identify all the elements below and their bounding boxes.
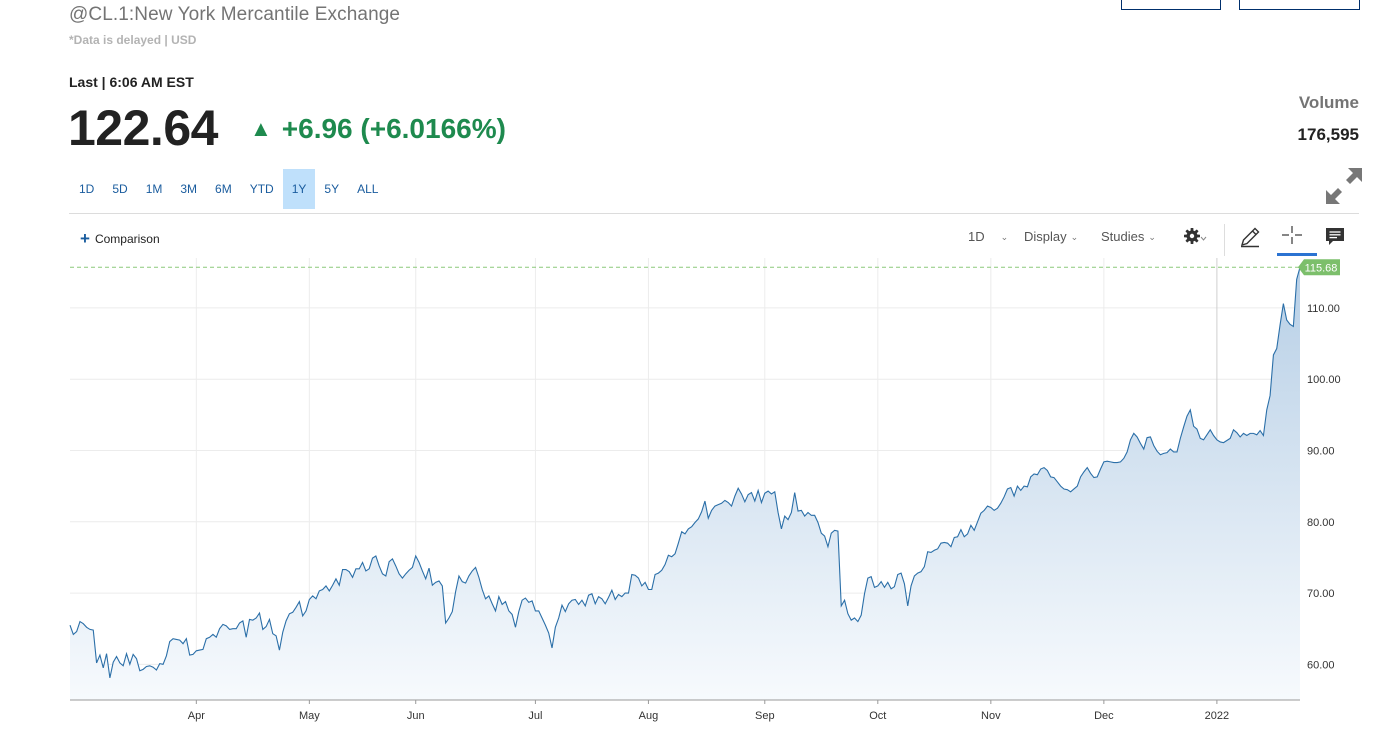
range-6m[interactable]: 6M [215,182,232,196]
range-5d[interactable]: 5D [112,182,128,196]
plus-icon: + [80,229,90,248]
price-change-value: +6.96 (+6.0166%) [281,113,506,144]
up-triangle-icon: ▲ [250,116,272,141]
y-tick-label: 90.00 [1307,445,1335,457]
y-tick-label: 100.00 [1307,374,1341,386]
display-label: Display [1024,229,1067,244]
range-ytd[interactable]: YTD [249,182,274,196]
comparison-label: Comparison [94,231,160,246]
symbol-title: @CL.1:New York Mercantile Exchange [69,4,401,25]
header-divider [69,213,1359,214]
series-line [69,267,1301,679]
interval-dropdown[interactable]: 1D ⌄ [968,229,1008,244]
last-trade-label: Last | 6:06 AM EST [69,74,194,90]
y-tick-label: 110.00 [1307,303,1340,315]
x-tick-label: Apr [188,710,205,722]
range-5y[interactable]: 5Y [324,182,340,196]
last-value-marker [1298,259,1340,276]
comment-icon[interactable] [1322,224,1348,250]
price-change: ▲ +6.96 (+6.0166%) [250,112,506,146]
y-tick-label: 70.00 [1307,588,1335,600]
x-tick-label: Nov [981,710,1001,722]
x-tick-label: Sep [755,710,775,722]
time-range-selector: 1D 5D 1M 3M 6M YTD 1Y 5Y ALL [70,169,387,209]
x-tick-label: Dec [1094,710,1114,722]
range-1d[interactable]: 1D [79,182,95,196]
comparison-button[interactable]: + Comparison [80,230,160,247]
studies-label: Studies [1101,229,1145,244]
toolbar-separator [1224,224,1225,256]
range-1y[interactable]: 1Y [282,169,316,209]
studies-dropdown[interactable]: Studies ⌄ [1101,229,1156,244]
chevron-down-icon: ⌄ [1000,232,1009,242]
last-price: 122.64 [68,100,218,156]
x-tick-label: Aug [639,710,659,722]
interval-label: 1D [968,229,985,244]
settings-icon[interactable] [1182,224,1208,250]
volume-label: Volume [1298,93,1359,112]
last-value-label: 115.68 [1305,262,1338,274]
y-tick-label: 60.00 [1307,659,1335,671]
delayed-note: *Data is delayed | USD [69,33,197,47]
header-button-1[interactable] [1121,0,1221,10]
range-1m[interactable]: 1M [145,182,163,196]
x-tick-label: May [299,710,320,722]
x-tick-label: Jul [528,710,542,722]
x-tick-label: Oct [869,710,886,722]
expand-icon[interactable] [1326,168,1362,204]
x-tick-label: 2022 [1205,710,1229,722]
x-tick-label: Jun [407,710,425,722]
header-button-2[interactable] [1239,0,1360,10]
series-area [70,267,1300,700]
crosshair-icon[interactable] [1280,224,1306,250]
display-dropdown[interactable]: Display ⌄ [1024,229,1078,244]
range-3m[interactable]: 3M [180,182,198,196]
range-all[interactable]: ALL [357,182,379,196]
volume-value: 176,595 [1297,125,1359,144]
y-tick-label: 80.00 [1307,517,1335,529]
chevron-down-icon: ⌄ [1148,232,1156,242]
chevron-down-icon: ⌄ [1070,232,1079,242]
pencil-icon[interactable] [1237,224,1263,250]
crosshair-active-indicator [1277,253,1317,256]
